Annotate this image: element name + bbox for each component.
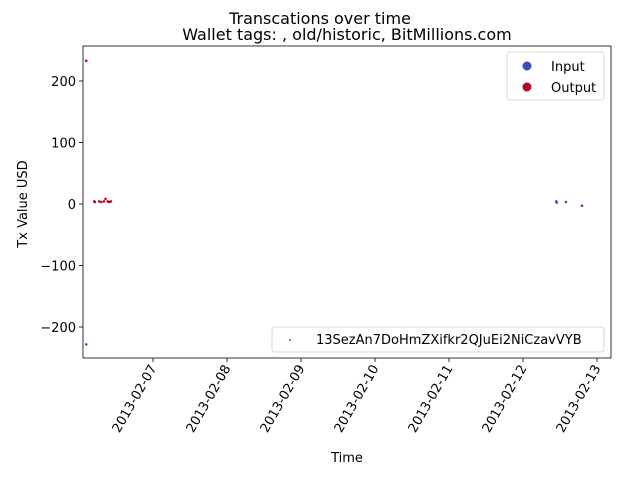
x-tick-label: 2013-02-10 [332, 363, 383, 436]
legend-lower-frame [271, 326, 605, 353]
legend-label-output: Output [551, 81, 596, 96]
y-tick-label: 200 [51, 75, 76, 90]
x-tick: 2013-02-08 [184, 358, 235, 436]
x-axis-label: Time [330, 451, 363, 466]
x-tick-label: 2013-02-08 [184, 363, 235, 436]
data-point-output [93, 200, 97, 204]
x-tick: 2013-02-13 [554, 358, 605, 436]
chart-suptitle: Transcations over time [228, 9, 411, 28]
x-tick-label: 2013-02-07 [110, 363, 161, 436]
data-point-output [109, 200, 113, 203]
y-axis-label: Tx Value USD [16, 160, 31, 248]
data-point-input [564, 200, 568, 204]
y-axis: 200 100 0 −100 −200 [40, 75, 83, 336]
legend-marker-input [522, 61, 532, 71]
x-axis: 2013-02-07 2013-02-08 2013-02-09 2013-02… [110, 358, 605, 436]
chart-title: Wallet tags: , old/historic, BitMillions… [182, 25, 511, 44]
data-points [84, 59, 584, 346]
data-point-output [102, 200, 106, 203]
y-tick: 200 [51, 75, 83, 90]
y-tick: −200 [40, 321, 83, 336]
y-tick-label: 100 [51, 137, 76, 152]
x-tick: 2013-02-12 [480, 358, 531, 436]
x-tick: 2013-02-07 [110, 358, 161, 436]
legend-label-input: Input [551, 60, 585, 75]
y-tick-label: 0 [68, 198, 76, 213]
data-point-input [84, 343, 88, 346]
x-tick-label: 2013-02-12 [480, 363, 531, 436]
data-point-input [555, 201, 559, 204]
x-tick: 2013-02-09 [258, 358, 309, 436]
legend-lower: 13SezAn7DoHmZXifkr2QJuEi2NiCzavVYB [271, 326, 605, 353]
x-tick-label: 2013-02-09 [258, 363, 309, 436]
data-point-input [580, 204, 584, 208]
data-point-output [99, 200, 103, 204]
legend-marker-output [522, 82, 532, 92]
x-tick-label: 2013-02-11 [406, 363, 457, 436]
y-tick: 0 [68, 198, 83, 213]
x-tick-label: 2013-02-13 [554, 363, 605, 436]
legend-label-wallet: 13SezAn7DoHmZXifkr2QJuEi2NiCzavVYB [316, 333, 582, 348]
data-point-output [104, 197, 107, 201]
y-tick: 100 [51, 137, 83, 152]
y-tick-label: −200 [40, 321, 76, 336]
y-tick-label: −100 [40, 260, 76, 275]
data-point-output [84, 59, 88, 63]
legend-marker-wallet [289, 339, 291, 341]
legend-upper: Input Output [506, 51, 605, 101]
x-tick: 2013-02-11 [406, 358, 457, 436]
x-tick: 2013-02-10 [332, 358, 383, 436]
data-point-output [97, 200, 101, 203]
plot-frame [82, 45, 612, 359]
y-tick: −100 [40, 260, 83, 275]
